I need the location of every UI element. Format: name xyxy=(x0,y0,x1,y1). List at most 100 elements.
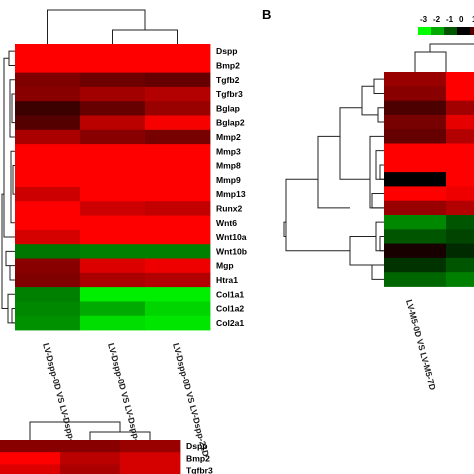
panel-a-gene-label: Dspp xyxy=(216,46,237,56)
panel-a-cell xyxy=(145,129,211,145)
panel-a-cell xyxy=(145,229,211,245)
dendrogram-branch xyxy=(3,57,15,238)
panel-a-cell xyxy=(145,301,211,317)
dendrogram-branch xyxy=(12,165,15,195)
panel-b-cell xyxy=(446,243,474,259)
panel-a-gene-labels: Dspp Bmp2 Tgfb2 Tgfbr3 Bglap Bglap2 Mmp2 Mmp3 Mm… xyxy=(216,46,247,328)
panel-a-gene-label: Mmp13 xyxy=(216,189,246,199)
color-scale-tick: -2 xyxy=(433,15,441,24)
dendrogram-branch xyxy=(11,93,15,124)
panel-b-cell xyxy=(384,172,447,187)
panel-c-cell xyxy=(0,464,61,474)
panel-a-cell xyxy=(145,287,211,302)
panel-a-cell xyxy=(145,244,211,259)
panel-a-cell xyxy=(145,201,211,216)
panel-b-cell xyxy=(446,157,474,173)
panel-a-cell xyxy=(15,201,81,216)
panel-b-cell xyxy=(384,143,447,159)
panel-a-cell xyxy=(80,272,146,288)
panel-c-cell xyxy=(120,440,181,453)
dendrogram-branch xyxy=(112,29,178,44)
panel-a-cell xyxy=(15,229,81,245)
dendrogram-branch xyxy=(429,43,474,52)
panel-a-cell xyxy=(80,187,146,202)
dendrogram-branch xyxy=(29,421,121,440)
panel-a-cell xyxy=(80,58,146,73)
panel-a-cell xyxy=(145,101,211,116)
panel-b-cell xyxy=(384,272,447,287)
panel-a-cell xyxy=(80,72,146,88)
panel-a-cell xyxy=(15,287,81,302)
panel-b-column-label: LV-M5-0D VS LV-M5-7D xyxy=(404,298,438,391)
panel-a-cell xyxy=(80,301,146,317)
panel-a-gene-label: Runx2 xyxy=(216,203,242,213)
panel-a-cell xyxy=(80,115,146,131)
dendrogram-branch xyxy=(1,193,8,310)
dendrogram-branch xyxy=(8,50,15,66)
panel-b-cell xyxy=(384,157,447,173)
dendrogram-branch xyxy=(9,265,15,281)
panel-b-cell xyxy=(446,72,474,87)
panel-b-cell xyxy=(384,72,447,87)
panel-c-heatmap: Dspp Bmp2 Tgfbr3 xyxy=(0,421,213,474)
panel-a-gene-label: Tgfb2 xyxy=(216,75,240,85)
panel-a-cell xyxy=(145,58,211,73)
panel-b-cell xyxy=(446,200,474,216)
color-scale-tick: 1 xyxy=(472,15,474,24)
panel-a-cell xyxy=(145,158,211,174)
panel-a-gene-label: Bglap2 xyxy=(216,118,245,128)
panel-b-cell xyxy=(446,86,474,101)
panel-a-cell xyxy=(80,201,146,216)
panel-a-gene-label: Col1a2 xyxy=(216,304,244,314)
panel-a-gene-label: Col2a1 xyxy=(216,318,244,328)
panel-c-cell xyxy=(0,452,61,465)
panel-a-gene-label: Bmp2 xyxy=(216,60,240,70)
panel-a-cell xyxy=(80,86,146,102)
panel-a-heatmap: Dspp Bmp2 Tgfb2 Tgfbr3 Bglap Bglap2 Mmp2 Mmp3 Mm… xyxy=(1,9,247,458)
panel-a-gene-label: Wnt10b xyxy=(216,246,247,256)
panel-a-gene-label: Tgfbr3 xyxy=(216,89,243,99)
panel-c-cell xyxy=(120,464,181,474)
panel-c-cell xyxy=(60,452,121,465)
panel-a-cell xyxy=(15,244,81,259)
panel-a-cell xyxy=(15,44,81,59)
panel-a-cell xyxy=(15,158,81,174)
panel-b-cell xyxy=(384,186,447,202)
color-scale-swatch xyxy=(444,27,458,35)
panel-a-cell xyxy=(80,315,146,331)
dendrogram-branch xyxy=(283,221,286,237)
dendrogram-branch xyxy=(379,235,384,252)
panel-b-cell xyxy=(446,100,474,116)
dendrogram-branch xyxy=(371,193,384,209)
panel-a-cell xyxy=(15,115,81,131)
panel-a-cell xyxy=(80,229,146,245)
panel-a-cell xyxy=(15,58,81,73)
panel-a-gene-label: Mgp xyxy=(216,261,234,271)
panel-b-cell xyxy=(446,172,474,187)
panel-c-cell xyxy=(60,440,121,453)
panel-a-gene-label: Col1a1 xyxy=(216,289,244,299)
dendrogram-branch xyxy=(414,51,447,72)
panel-a-gene-label: Mmp8 xyxy=(216,161,241,171)
panel-a-cell xyxy=(15,301,81,317)
panel-a-cell xyxy=(80,129,146,145)
panel-a-cell xyxy=(15,315,81,331)
panel-a-cell xyxy=(145,187,211,202)
panel-c-gene-label: Tgfbr3 xyxy=(186,466,213,474)
panel-a-cell xyxy=(80,101,146,116)
panel-a-column-dendrogram xyxy=(47,9,178,44)
dendrogram-branch xyxy=(10,150,15,224)
panel-a-cell xyxy=(80,144,146,159)
panel-a-cell xyxy=(15,129,81,145)
dendrogram-branch xyxy=(285,178,350,252)
panel-a-cell xyxy=(15,144,81,159)
panel-b-cell xyxy=(384,215,447,230)
dendrogram-branch xyxy=(339,107,370,180)
panel-b-cell xyxy=(384,243,447,259)
color-scale-swatch xyxy=(457,27,471,35)
panel-c-column-dendrogram xyxy=(29,421,151,440)
panel-b-cell xyxy=(384,114,447,130)
panel-a-cell xyxy=(80,258,146,274)
panel-a-row-dendrogram xyxy=(1,50,15,324)
dendrogram-branch xyxy=(5,250,15,267)
